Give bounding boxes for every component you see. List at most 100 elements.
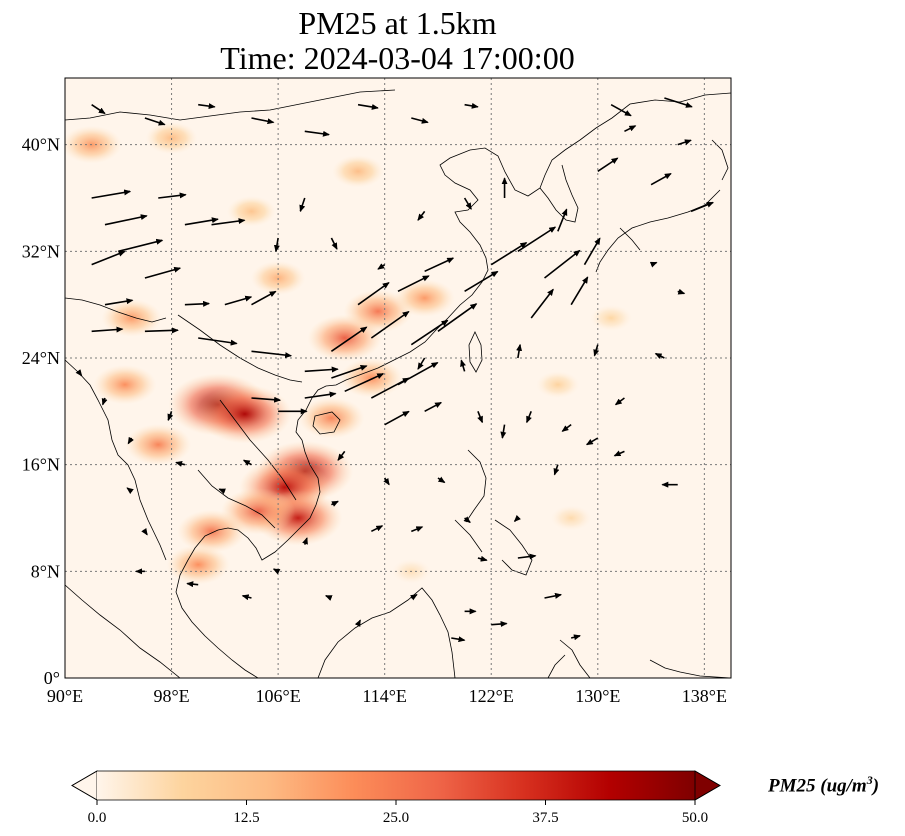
wind-vector <box>690 201 714 213</box>
wind-vector <box>304 366 339 373</box>
wind-vector <box>437 303 478 332</box>
wind-vector <box>417 357 426 370</box>
wind-vector <box>517 226 557 253</box>
wind-vector <box>544 592 563 599</box>
wind-vector <box>624 125 637 133</box>
wind-vector <box>251 290 277 306</box>
coastline-sumatra <box>65 584 181 678</box>
wind-vector <box>144 327 179 334</box>
wind-vector <box>324 595 333 601</box>
coastline-korea <box>539 164 579 223</box>
wind-vector <box>141 527 148 536</box>
wind-vector <box>513 514 521 523</box>
wind-vector <box>377 263 386 270</box>
wind-vector <box>104 214 148 226</box>
wind-vector <box>357 103 379 110</box>
wind-vector <box>464 102 479 109</box>
wind-vector <box>557 208 568 232</box>
wind-vector <box>583 237 601 266</box>
wind-vector <box>463 197 472 210</box>
colorbar-tick-label: 50.0 <box>682 810 708 826</box>
x-tick-label: 106°E <box>256 686 301 706</box>
wind-vector <box>304 391 337 399</box>
wind-vector <box>650 172 672 186</box>
colorbar-extend-low <box>71 770 98 801</box>
wind-vector <box>613 450 625 457</box>
wind-vector <box>417 210 426 221</box>
map-title-line1: PM25 at 1.5km <box>298 5 497 41</box>
wind-vector <box>654 352 665 359</box>
border-china-south <box>177 314 303 383</box>
wind-vector <box>357 282 390 306</box>
wind-vector <box>127 436 134 445</box>
wind-vector <box>597 157 619 172</box>
wind-vector <box>184 300 211 307</box>
wind-vector <box>553 464 560 476</box>
wind-vector <box>198 103 216 110</box>
wind-vector <box>91 189 132 199</box>
wind-vector <box>677 139 692 146</box>
wind-vector <box>397 275 430 293</box>
wind-vector <box>242 459 252 466</box>
wind-vector <box>354 619 361 627</box>
wind-vector <box>224 295 253 306</box>
coastline-philippines <box>454 449 533 576</box>
pm25-hotspot <box>339 358 403 398</box>
pm25-hotspot <box>93 364 157 405</box>
wind-vector <box>585 437 599 446</box>
wind-vector <box>331 500 339 507</box>
colorbar-tick-label: 12.5 <box>233 810 259 826</box>
border-thailand-cambodia <box>197 469 276 529</box>
map-frame <box>64 77 732 679</box>
colorbar-title: PM25 (ug/m3) <box>768 773 880 797</box>
pm25-hotspot <box>332 155 384 188</box>
wind-vector <box>144 117 166 126</box>
wind-vector <box>410 594 418 601</box>
wind-vector <box>383 477 390 486</box>
wind-vector <box>460 359 466 372</box>
wind-vector <box>491 621 508 627</box>
wind-vector <box>75 369 83 377</box>
coastline-hainan <box>312 411 341 435</box>
wind-vector <box>424 401 443 413</box>
map-title-line2: Time: 2024-03-04 17:00:00 <box>220 40 575 76</box>
wind-vector <box>91 104 106 115</box>
wind-vector <box>175 461 186 467</box>
x-tick-label: 90°E <box>47 686 83 706</box>
wind-vector <box>331 365 368 379</box>
wind-vector <box>272 568 281 575</box>
coastline-indochina <box>175 439 321 678</box>
wind-vector <box>614 397 625 406</box>
wind-vector <box>144 266 182 279</box>
wind-vector <box>241 594 252 601</box>
coastline-taiwan <box>468 331 483 373</box>
wind-vector <box>464 270 499 293</box>
x-tick-label: 138°E <box>682 686 727 706</box>
coastline-myanmar <box>65 359 167 561</box>
coastline-china <box>295 92 731 441</box>
wind-vector <box>610 103 632 117</box>
wind-vector <box>530 288 554 319</box>
wind-vector-layer <box>75 97 714 643</box>
colorbar-tick-label: 25.0 <box>383 810 409 826</box>
wind-vector <box>337 450 346 461</box>
coastline-layer <box>65 89 731 678</box>
y-tick-label: 40°N <box>22 135 60 155</box>
border-mongolia <box>65 89 396 121</box>
wind-vector <box>544 249 581 279</box>
wind-vector <box>186 581 199 588</box>
pm25-hotspot <box>125 424 192 466</box>
colorbar-extend-high <box>694 770 721 801</box>
wind-vector <box>477 555 488 562</box>
pm25-hotspot <box>177 509 246 553</box>
pm25-hotspot <box>166 544 230 585</box>
y-tick-label: 0° <box>44 668 60 688</box>
pm25-hotspot <box>394 279 455 317</box>
colorbar-tick-label: 37.5 <box>532 810 558 826</box>
wind-vector <box>561 424 572 432</box>
y-tick-label: 24°N <box>22 348 60 368</box>
wind-vector <box>411 117 429 124</box>
wind-vector <box>330 326 368 352</box>
wind-vector <box>397 361 439 386</box>
